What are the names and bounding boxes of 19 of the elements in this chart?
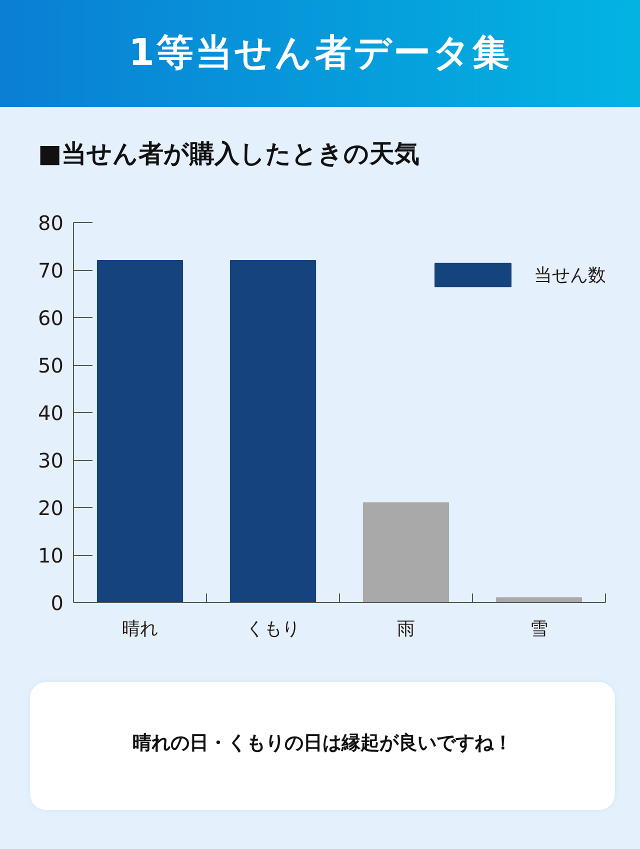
x-tick-label: 晴れ xyxy=(122,618,158,640)
y-tick-label: 20 xyxy=(38,496,64,520)
x-tick-label: 雪 xyxy=(530,618,548,640)
y-tick-label: 40 xyxy=(38,401,64,425)
y-tick-label: 10 xyxy=(38,544,64,568)
y-tick-label: 70 xyxy=(38,258,64,282)
bar xyxy=(230,260,316,602)
chart-subtitle: ■当せん者が購入したときの天気 xyxy=(37,138,421,170)
x-tick-label: 雨 xyxy=(397,618,415,640)
y-tick-label: 0 xyxy=(50,591,64,615)
y-tick-label: 50 xyxy=(38,354,64,378)
y-tick-label: 60 xyxy=(38,306,64,330)
y-tick-label: 80 xyxy=(38,211,64,235)
bar xyxy=(362,502,450,602)
x-tick-label: くもり xyxy=(246,618,300,640)
bar xyxy=(96,260,184,602)
text: 晴れの日・くもりの日は縁起が良いですね！ xyxy=(132,731,512,756)
chart-title: 1等当せん者データ集 xyxy=(0,0,640,107)
y-tick-label: 30 xyxy=(38,448,64,472)
